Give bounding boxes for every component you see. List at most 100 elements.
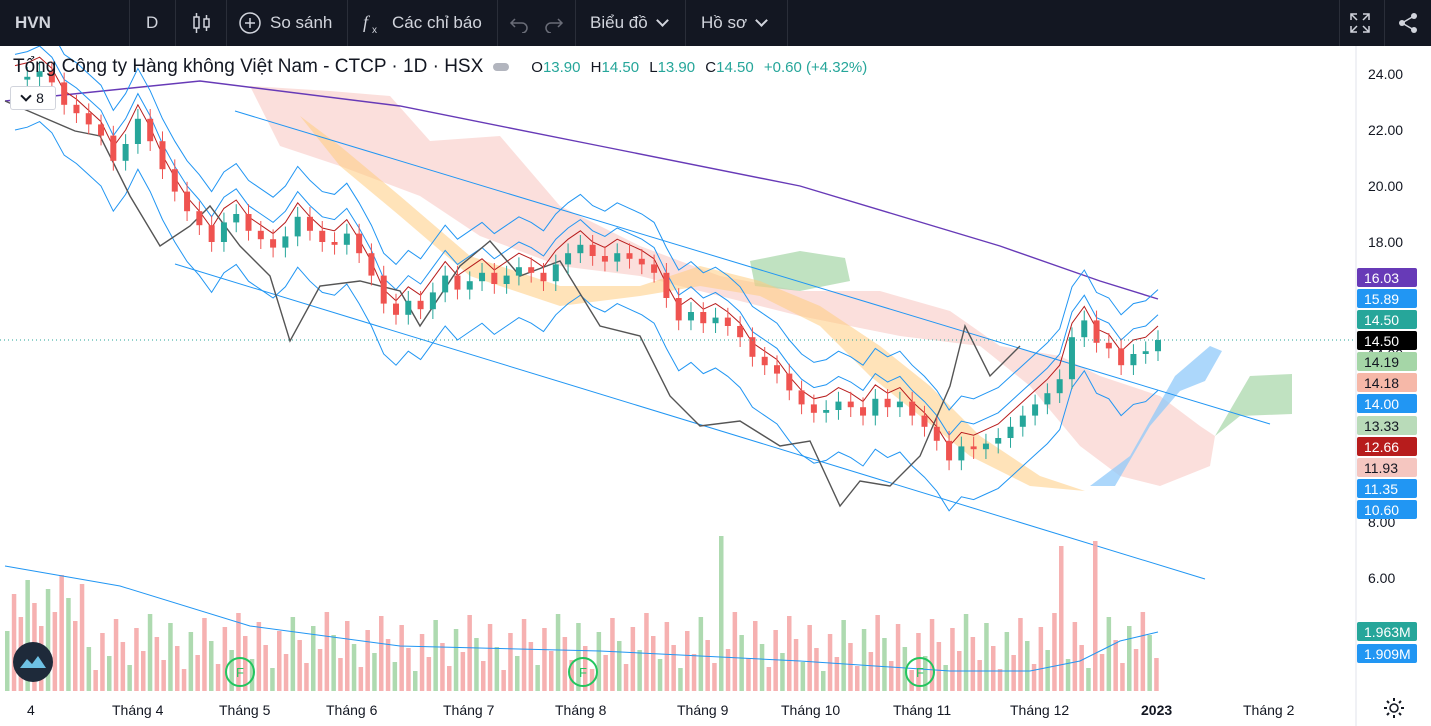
volume-bar (589, 669, 595, 691)
candle-body (491, 272, 498, 284)
candle-body (860, 407, 867, 416)
chart-type-dropdown[interactable]: Biểu đồ (590, 0, 669, 46)
volume-bar (460, 652, 466, 691)
volume-bar (875, 615, 880, 691)
price-tick-label: 22.00 (1368, 122, 1404, 138)
volume-bar (426, 657, 432, 691)
volume-bar (1052, 613, 1057, 691)
broker-logo[interactable] (13, 642, 53, 682)
volume-bar (52, 612, 58, 691)
candle-body (737, 326, 744, 338)
volume-bar (358, 667, 364, 691)
interval-button[interactable]: D (146, 0, 158, 46)
volume-bar (256, 622, 262, 691)
candle-body (835, 401, 842, 410)
candle-body (946, 440, 953, 461)
indicator-collapse-button[interactable]: 8 (10, 86, 56, 110)
volume-bar (5, 631, 10, 691)
high-value: 14.50 (601, 58, 640, 76)
collapsed-count: 8 (36, 90, 44, 106)
volume-bar (440, 643, 445, 691)
volume-bar (535, 665, 540, 691)
price-tick-label: 6.00 (1368, 570, 1396, 586)
volume-bar (902, 647, 908, 691)
ohlc-values: O13.90 H14.50 L13.90 C14.50 +0.60 (+4.32… (531, 58, 868, 76)
close-value: 14.50 (716, 58, 754, 76)
redo-button[interactable] (544, 0, 564, 46)
price-tick-label: 20.00 (1368, 178, 1404, 194)
change-value: +0.60 (+4.32%) (763, 58, 868, 76)
candle-body (896, 401, 903, 408)
volume-bar (963, 614, 969, 691)
symbol-button[interactable]: HVN (15, 0, 51, 46)
volume-bar (413, 671, 418, 691)
volume-bar (1140, 612, 1146, 691)
legend-hide-toggle[interactable] (493, 63, 510, 71)
candle-body (601, 256, 608, 262)
candle-body (257, 230, 264, 240)
time-tick-label: 4 (27, 702, 35, 718)
candle-body (380, 275, 387, 304)
indicators-button[interactable]: f x Các chỉ báo (362, 0, 482, 46)
profile-dropdown[interactable]: Hồ sơ (701, 0, 768, 46)
candle-body (1118, 348, 1125, 366)
volume-bar (623, 664, 629, 691)
volume-bar (134, 628, 139, 691)
candle-body (331, 242, 338, 245)
volume-bar (834, 657, 840, 691)
volume-bar (1079, 645, 1084, 691)
trend-channel-upper (234, 110, 1271, 425)
volume-bar (732, 612, 738, 691)
time-tick-label: Tháng 10 (781, 702, 841, 718)
time-tick-label: Tháng 11 (893, 702, 952, 718)
undo-button[interactable] (509, 0, 529, 46)
volume-bar (664, 622, 670, 691)
fx-icon: f x (363, 12, 377, 35)
candle-body (933, 426, 940, 441)
volume-bar (1120, 663, 1125, 691)
volume-bar (277, 631, 282, 691)
volume-bar (991, 646, 996, 691)
volume-bar (372, 653, 377, 691)
price-chart[interactable]: F F F Tổng Công ty Hàng không Việt Nam - C… (0, 46, 1431, 726)
dividend-marker-label: F (916, 665, 924, 680)
fullscreen-button[interactable] (1349, 0, 1371, 46)
chart-style-button[interactable] (190, 0, 214, 46)
volume-bar (712, 663, 717, 691)
share-button[interactable] (1397, 0, 1419, 46)
compare-button[interactable]: So sánh (238, 0, 332, 46)
volume-bar (691, 654, 697, 691)
gear-icon (1384, 698, 1404, 718)
volume-bar (753, 621, 758, 691)
volume-bar (474, 638, 479, 691)
volume-bar (827, 634, 833, 691)
chart-legend: Tổng Công ty Hàng không Việt Nam - CTCP … (13, 56, 873, 78)
candle-body (48, 71, 55, 83)
candle-body (233, 214, 240, 223)
volume-bar (494, 647, 500, 691)
candle-body (1032, 404, 1039, 416)
volume-bar (970, 637, 976, 691)
candle-body (98, 124, 105, 136)
volume-bar (637, 650, 642, 691)
candle-body (356, 233, 363, 254)
volume-bar (304, 663, 309, 691)
candle-body (1081, 320, 1088, 338)
candle-body (282, 236, 289, 248)
volume-bar (66, 598, 71, 691)
candle-body (761, 356, 768, 366)
volume-bar (127, 665, 132, 691)
volume-bar (521, 619, 527, 691)
candle-body (921, 415, 928, 427)
price-tag: 15.89 (1357, 289, 1417, 308)
time-tick-label: Tháng 4 (112, 702, 164, 718)
volume-bar (161, 660, 166, 691)
volume-bar (698, 617, 704, 691)
volume-bar (630, 627, 636, 691)
volume-bar (1059, 546, 1064, 691)
price-tag: 14.50 (1357, 331, 1417, 350)
price-tag: 16.03 (1357, 268, 1417, 287)
candle-body (872, 398, 879, 416)
volume-bar (821, 671, 826, 691)
